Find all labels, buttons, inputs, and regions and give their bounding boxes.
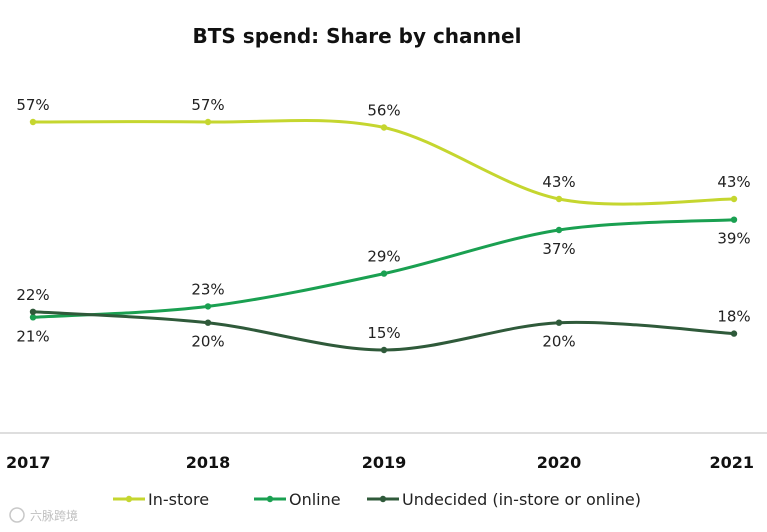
legend-marker-undecided — [379, 495, 387, 503]
x-tick-2021: 2021 — [709, 453, 754, 472]
data-label-layer: 57% 57% 56% 43% 43% 21% 23% 29% 37% 39% 22% 20% 15% 2… — [16, 96, 750, 351]
legend-label-in-store: In-store — [148, 490, 209, 509]
watermark-logo-icon — [9, 507, 25, 523]
chart-title: BTS spend: Share by channel — [193, 24, 522, 48]
data-point-undecided-2020 — [555, 319, 563, 326]
data-point-online-2017 — [29, 314, 37, 321]
data-point-online-2019 — [380, 270, 388, 277]
data-point-in-store-2019 — [380, 124, 388, 131]
data-point-online-2018 — [204, 303, 212, 310]
legend-item-in-store: In-store — [113, 490, 209, 509]
series-line-in-store — [31, 118, 736, 206]
data-point-online-2021 — [730, 216, 738, 223]
x-tick-2020: 2020 — [537, 453, 582, 472]
data-point-in-store-2020 — [555, 195, 563, 203]
data-point-in-store-2018 — [204, 118, 212, 126]
series-layer — [29, 118, 738, 354]
data-label-undecided-2021: 18% — [717, 308, 750, 326]
data-label-undecided-2019: 15% — [367, 324, 400, 342]
data-label-in-store-2017: 57% — [16, 96, 49, 114]
data-point-undecided-2017 — [29, 308, 37, 315]
data-label-in-store-2019: 56% — [367, 102, 400, 120]
data-label-in-store-2021: 43% — [717, 173, 750, 191]
data-label-online-2021: 39% — [717, 230, 750, 248]
data-point-online-2020 — [555, 226, 563, 234]
watermark-text: 六脉跨境 — [30, 508, 78, 523]
legend-item-online: Online — [254, 490, 341, 509]
data-label-online-2019: 29% — [367, 248, 400, 266]
data-label-in-store-2020: 43% — [542, 173, 575, 191]
data-point-undecided-2018 — [204, 319, 212, 326]
data-label-in-store-2018: 57% — [191, 96, 224, 114]
data-label-online-2018: 23% — [191, 280, 224, 298]
legend: In-store Online Undecided (in-store or onl… — [113, 490, 641, 509]
data-point-undecided-2021 — [730, 330, 738, 337]
data-label-undecided-2020: 20% — [542, 333, 575, 351]
data-label-undecided-2017: 22% — [16, 286, 49, 304]
data-point-in-store-2017 — [29, 118, 37, 126]
x-tick-2017: 2017 — [6, 453, 51, 472]
x-axis-ticks: 2017 2018 2019 2020 2021 — [6, 453, 754, 472]
series-line-online — [31, 218, 736, 319]
data-label-undecided-2018: 20% — [191, 333, 224, 351]
x-tick-2018: 2018 — [186, 453, 231, 472]
data-label-online-2020: 37% — [542, 240, 575, 258]
legend-marker-online — [266, 495, 274, 503]
data-point-in-store-2021 — [730, 195, 738, 203]
legend-item-undecided: Undecided (in-store or online) — [367, 490, 641, 509]
legend-label-undecided: Undecided (in-store or online) — [402, 490, 641, 509]
legend-label-online: Online — [289, 490, 341, 509]
watermark: 六脉跨境 — [9, 507, 78, 523]
data-label-online-2017: 21% — [16, 327, 49, 345]
data-point-undecided-2019 — [380, 346, 388, 354]
x-tick-2019: 2019 — [362, 453, 407, 472]
legend-marker-in-store — [125, 495, 133, 503]
